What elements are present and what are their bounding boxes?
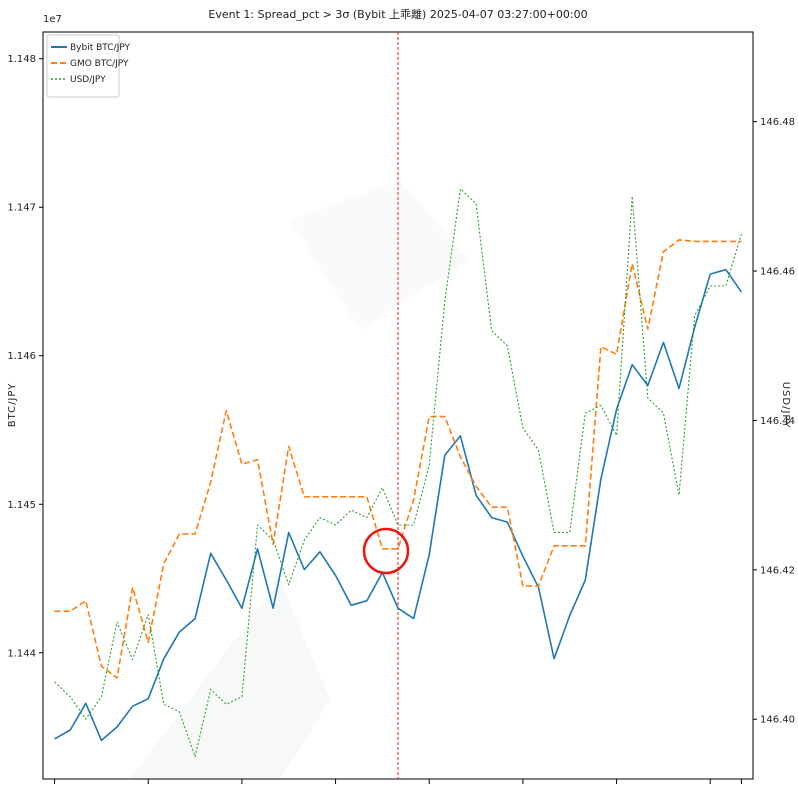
right-tick-label: 146.40 (760, 715, 795, 726)
legend-label: USD/JPY (70, 75, 106, 85)
left-axis-offset-label: 1e7 (43, 14, 62, 25)
left-tick-label: 1.148 (7, 54, 36, 65)
legend: Bybit BTC/JPY GMO BTC/JPY USD/JPY (46, 34, 130, 98)
left-axis-label: BTC/JPY (7, 383, 18, 428)
legend-box (46, 34, 120, 98)
x-axis (54, 779, 742, 784)
right-tick-label: 146.44 (760, 416, 795, 427)
event-highlight-circle (362, 527, 410, 575)
left-tick-label: 1.145 (7, 500, 36, 511)
left-tick-label: 1.144 (7, 648, 36, 659)
right-tick-label: 146.42 (760, 565, 795, 576)
left-tick-label: 1.146 (7, 351, 36, 362)
right-tick-label: 146.48 (760, 117, 795, 128)
left-axis: 1.144 1.145 1.146 1.147 1.148 (7, 54, 43, 659)
plot-background (130, 180, 470, 779)
series-layer (54, 188, 743, 758)
chart-title: Event 1: Spread_pct > 3σ (Bybit 上乖離) 202… (208, 7, 587, 21)
left-tick-label: 1.147 (7, 203, 36, 214)
right-tick-label: 146.46 (760, 267, 795, 278)
gmo-btc-jpy-line (54, 239, 742, 679)
usd-jpy-line (54, 188, 742, 758)
legend-label: Bybit BTC/JPY (70, 43, 130, 53)
right-axis: 146.40 146.42 146.44 146.46 146.48 (753, 117, 795, 726)
bybit-btc-jpy-line (54, 268, 743, 742)
right-axis-label: USD/JPY (780, 382, 791, 429)
legend-label: GMO BTC/JPY (70, 59, 129, 69)
